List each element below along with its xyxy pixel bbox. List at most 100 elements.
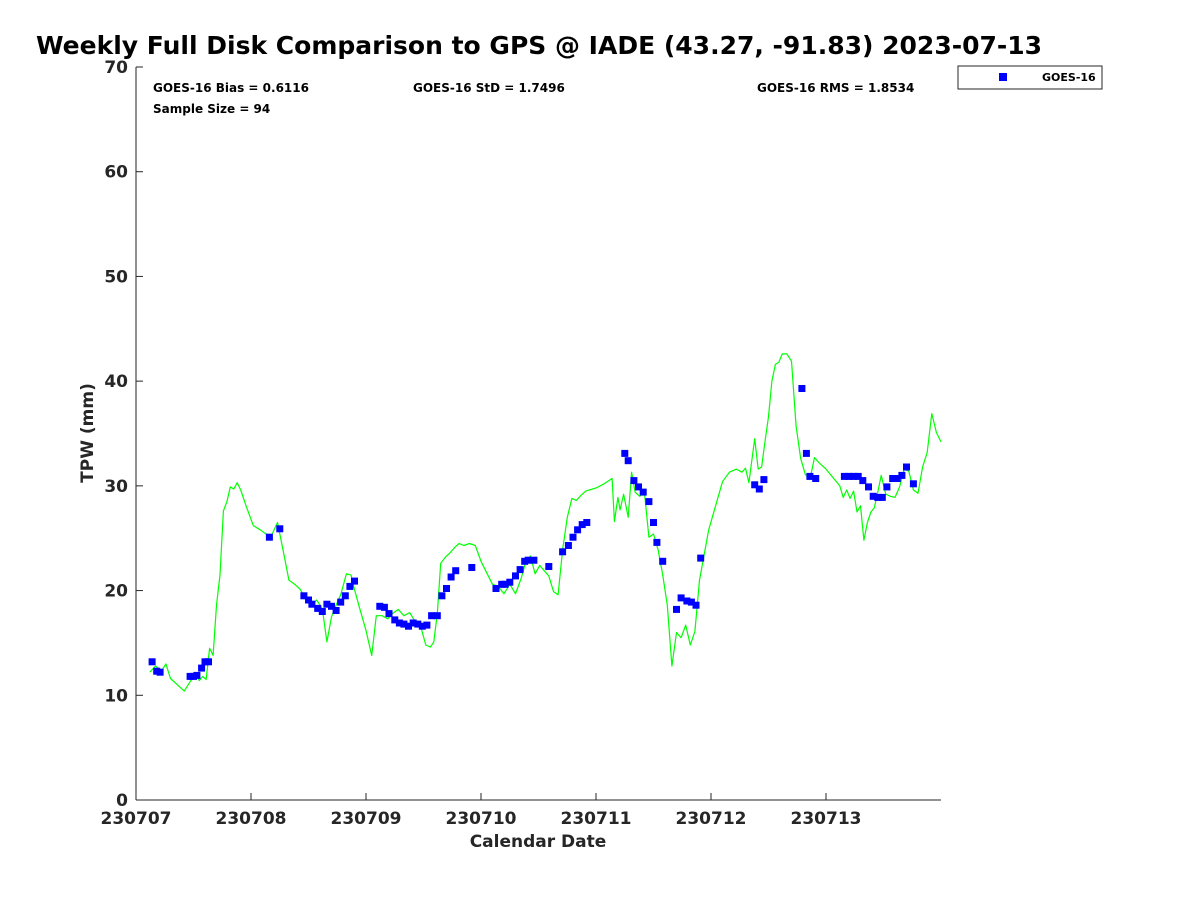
- goes-16-point: [865, 483, 872, 491]
- goes-16-point: [193, 671, 201, 679]
- goes-16-point: [677, 594, 685, 602]
- goes-16-point: [148, 658, 156, 666]
- goes-16-point: [889, 475, 897, 482]
- goes-16-point: [893, 475, 901, 482]
- goes-16-point: [653, 538, 661, 546]
- goes-16-point: [328, 602, 335, 610]
- goes-16-point: [903, 463, 910, 471]
- goes-16-point: [308, 600, 316, 608]
- x-tick-label: 230707: [101, 809, 172, 829]
- std-stat: GOES-16 StD = 1.7496: [413, 81, 565, 95]
- goes-16-point: [683, 597, 691, 605]
- goes-16-point: [878, 493, 886, 501]
- goes-16-point: [492, 585, 500, 592]
- x-tick-label: 230713: [791, 809, 862, 829]
- goes-16-point: [859, 477, 867, 485]
- goes-16-point: [692, 601, 700, 609]
- goes-16-point: [400, 620, 408, 628]
- goes-16-point: [802, 449, 810, 457]
- goes-16-point: [443, 585, 450, 592]
- goes-16-point: [583, 519, 591, 526]
- goes-16-point: [850, 472, 858, 480]
- goes-16-series: [148, 385, 917, 680]
- goes-16-point: [409, 619, 417, 627]
- goes-16-point: [898, 471, 906, 479]
- goes-16-point: [318, 608, 326, 615]
- chart-title: Weekly Full Disk Comparison to GPS @ IAD…: [36, 31, 1042, 60]
- goes-16-point: [156, 668, 164, 676]
- goes-16-point: [516, 566, 524, 574]
- goes-16-point: [447, 573, 455, 581]
- goes-16-point: [391, 616, 399, 624]
- goes-16-point: [265, 533, 273, 541]
- goes-16-point: [405, 622, 412, 630]
- goes-16-point: [806, 472, 814, 480]
- goes-16-point: [414, 620, 422, 628]
- goes-16-point: [687, 598, 695, 606]
- y-tick-label: 30: [104, 477, 128, 497]
- y-tick-label: 40: [104, 372, 128, 392]
- goes-16-point: [276, 525, 284, 533]
- plot-area: [135, 67, 941, 801]
- goes-16-point: [418, 622, 426, 630]
- y-tick-label: 70: [104, 58, 128, 78]
- goes-16-point: [395, 619, 403, 627]
- goes-16-point: [314, 604, 322, 612]
- x-tick-label: 230709: [331, 809, 402, 829]
- plot-frame: [136, 67, 941, 800]
- goes-16-point: [798, 385, 806, 392]
- y-tick-label: 0: [116, 791, 128, 811]
- x-tick-label: 230712: [676, 809, 747, 829]
- goes-16-point: [385, 610, 393, 618]
- goes-16-point: [323, 600, 331, 608]
- goes-16-point: [639, 488, 647, 496]
- goes-16-point: [909, 480, 917, 488]
- sample-size-stat: Sample Size = 94: [153, 102, 270, 116]
- legend: GOES-16: [957, 65, 1103, 90]
- goes-16-point: [423, 621, 431, 629]
- goes-16-point: [673, 605, 680, 613]
- x-tick-label: 230710: [446, 809, 517, 829]
- goes-16-point: [545, 563, 553, 570]
- goes-16-point: [883, 483, 891, 491]
- y-tick-label: 20: [104, 582, 128, 602]
- goes-16-point: [845, 472, 853, 480]
- goes-16-point: [697, 554, 705, 562]
- goes-16-point: [630, 477, 638, 485]
- x-axis-label: Calendar Date: [470, 832, 607, 852]
- goes-16-point: [351, 577, 358, 585]
- goes-16-point: [812, 475, 820, 482]
- goes-16-point: [438, 592, 446, 600]
- goes-16-point: [645, 498, 653, 506]
- goes-16-point: [346, 582, 354, 590]
- y-axis-label: TPW (mm): [78, 383, 98, 483]
- x-tick-label: 230708: [216, 809, 287, 829]
- goes-16-point: [530, 556, 538, 564]
- goes-16-point: [751, 481, 759, 489]
- goes-16-point: [205, 658, 212, 666]
- goes-16-point: [621, 449, 629, 457]
- rms-stat: GOES-16 RMS = 1.8534: [757, 81, 914, 95]
- goes-16-point: [501, 580, 509, 588]
- goes-16-point: [569, 533, 577, 541]
- goes-16-point: [376, 602, 384, 610]
- goes-16-point: [506, 578, 514, 586]
- goes-16-point: [341, 592, 349, 600]
- goes-16-point: [337, 598, 345, 606]
- goes-16-point: [760, 476, 768, 484]
- goes-16-point: [840, 472, 848, 480]
- goes-16-point: [755, 485, 763, 493]
- goes-16-point: [650, 519, 657, 526]
- goes-16-point: [564, 542, 572, 549]
- goes-16-point: [874, 493, 882, 501]
- goes-16-point: [659, 557, 667, 565]
- y-tick-label: 10: [104, 686, 128, 706]
- legend-box: [957, 65, 1103, 90]
- x-axis-ticks: 230707 230708 230709 230710 230711 230712 2307…: [101, 793, 862, 829]
- goes-16-point: [332, 607, 340, 614]
- goes-16-point: [300, 592, 308, 600]
- bias-stat: GOES-16 Bias = 0.6116: [153, 81, 309, 95]
- goes-16-point: [624, 457, 632, 465]
- goes-16-point: [305, 596, 312, 604]
- goes-16-point: [380, 603, 388, 611]
